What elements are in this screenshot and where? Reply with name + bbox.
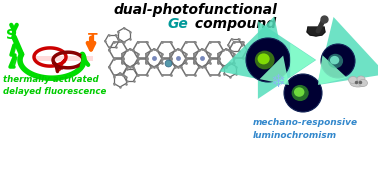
Text: T: T — [88, 32, 98, 46]
Ellipse shape — [255, 51, 274, 69]
Circle shape — [246, 38, 290, 82]
Text: dual-photofunctional: dual-photofunctional — [113, 3, 277, 17]
Ellipse shape — [349, 76, 358, 83]
Ellipse shape — [291, 85, 309, 101]
Ellipse shape — [350, 79, 366, 87]
Text: mechano-responsive
luminochromism: mechano-responsive luminochromism — [253, 118, 358, 139]
Text: Ge: Ge — [167, 17, 188, 31]
Text: S: S — [6, 28, 16, 42]
Text: compound: compound — [190, 17, 276, 31]
Text: ❄: ❄ — [270, 73, 285, 91]
Ellipse shape — [330, 56, 339, 64]
Ellipse shape — [294, 87, 304, 97]
Ellipse shape — [328, 54, 343, 68]
Circle shape — [321, 44, 355, 78]
Polygon shape — [10, 45, 17, 67]
Polygon shape — [307, 27, 325, 36]
Text: thermally activated
delayed fluorescence: thermally activated delayed fluorescence — [3, 75, 106, 96]
Ellipse shape — [358, 79, 367, 86]
Bar — [35, 56, 93, 61]
Ellipse shape — [357, 76, 365, 82]
Circle shape — [284, 74, 322, 112]
Ellipse shape — [257, 53, 270, 64]
